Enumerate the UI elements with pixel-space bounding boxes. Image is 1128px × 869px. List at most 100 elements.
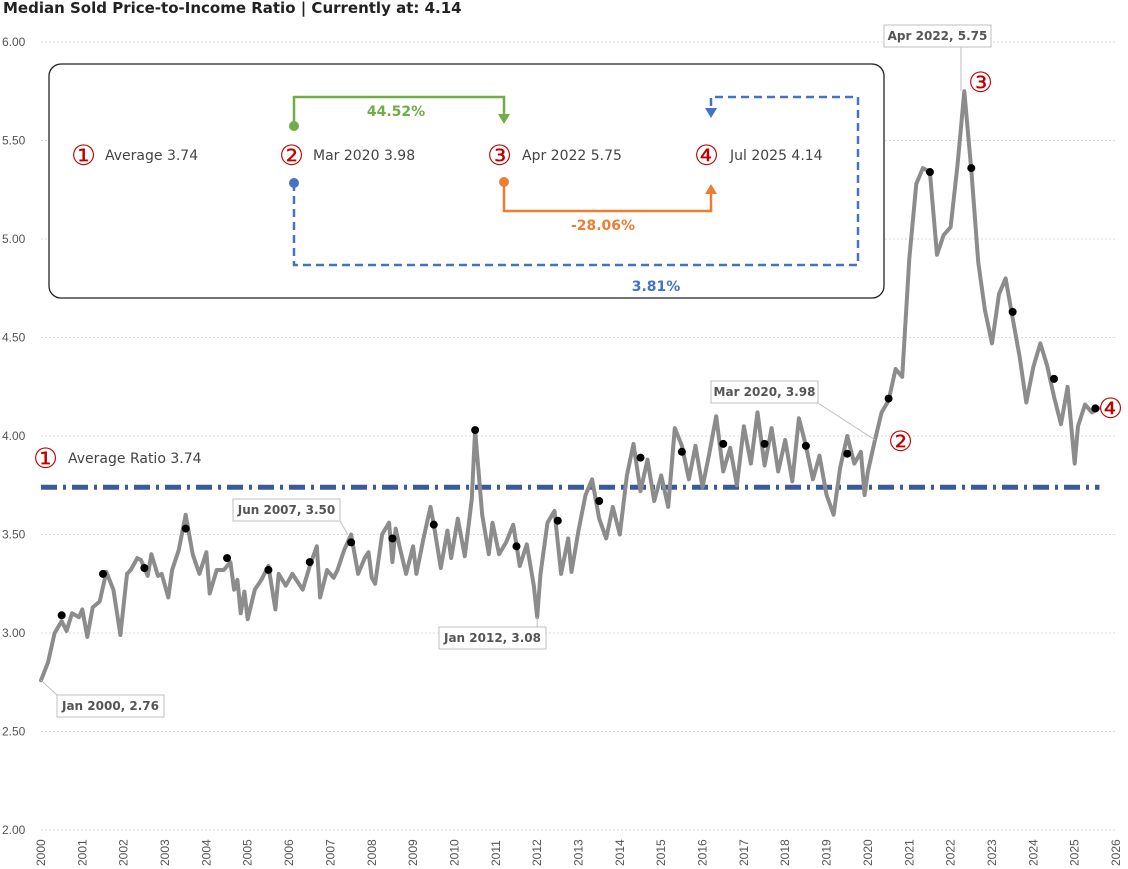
chart-title: Median Sold Price-to-Income Ratio | Curr…: [3, 0, 462, 18]
data-point: [181, 524, 190, 533]
point-4-symbol: ④: [1098, 392, 1123, 425]
callout: Apr 2022, 5.75: [883, 24, 992, 92]
y-tick-label: 2.00: [2, 823, 26, 837]
y-tick-label: 4.00: [2, 429, 26, 443]
x-tick-label: 2003: [158, 839, 172, 866]
change-2-to-4-label: 3.81%: [632, 279, 681, 295]
data-point: [760, 439, 769, 448]
data-point: [925, 168, 934, 177]
data-point: [99, 569, 108, 578]
callout-text: Jan 2012, 3.08: [443, 631, 541, 645]
data-point: [223, 554, 232, 563]
change-2-to-4-connector: [289, 95, 860, 267]
data-point: [429, 520, 438, 529]
callout-leader: [817, 402, 876, 441]
panel-item-3-text: Apr 2022 5.75: [522, 148, 622, 164]
callout-box: [438, 626, 547, 650]
callout-box: [883, 24, 992, 48]
x-tick-label: 2006: [282, 839, 296, 866]
x-tick-label: 2013: [572, 839, 586, 866]
callout-text: Jan 2000, 2.76: [61, 699, 159, 713]
data-point: [884, 394, 893, 403]
x-tick-label: 2009: [406, 839, 420, 866]
data-point: [801, 441, 810, 450]
panel-item-4-symbol: ④: [694, 139, 719, 172]
x-tick-label: 2001: [75, 839, 89, 866]
x-tick-label: 2004: [199, 839, 213, 866]
callout-text: Jun 2007, 3.50: [237, 503, 335, 517]
panel-item-1-text: Average 3.74: [105, 148, 198, 164]
average-symbol: ①: [33, 442, 58, 475]
data-markers: [57, 164, 1100, 620]
callout-leader: [40, 679, 58, 696]
summary-panel: ① Average 3.74 ② Mar 2020 3.98 ③ Apr 202…: [48, 63, 885, 299]
data-point: [140, 563, 149, 572]
data-point: [1008, 307, 1017, 316]
x-tick-label: 2007: [323, 839, 337, 866]
data-point: [512, 542, 521, 551]
callout-labels: Jan 2000, 2.76 Jun 2007, 3.50 Jan 2012, 3.…: [40, 24, 992, 718]
y-tick-label: 4.50: [2, 331, 26, 345]
change-2-to-3-connector: [289, 95, 510, 131]
point-3-symbol: ③: [968, 66, 993, 99]
callout-box: [56, 694, 165, 718]
x-tick-label: 2021: [902, 839, 916, 866]
callout: Jun 2007, 3.50: [232, 498, 349, 535]
callout: Jan 2012, 3.08: [438, 617, 547, 650]
x-tick-label: 2017: [737, 839, 751, 866]
data-point: [636, 453, 645, 462]
y-tick-label: 2.50: [2, 725, 26, 739]
callout-box: [232, 498, 341, 522]
panel-item-1-symbol: ①: [71, 139, 96, 172]
x-tick-label: 2012: [530, 839, 544, 866]
callout-text: Mar 2020, 3.98: [714, 385, 816, 399]
data-point: [843, 449, 852, 458]
change-3-to-4-label: -28.06%: [571, 218, 635, 234]
callout-box: [710, 380, 819, 404]
x-tick-label: 2002: [117, 839, 131, 866]
x-tick-label: 2025: [1068, 839, 1082, 866]
data-point: [967, 164, 976, 173]
x-tick-label: 2016: [696, 839, 710, 866]
data-point: [1091, 404, 1100, 413]
x-tick-label: 2015: [654, 839, 668, 866]
data-point: [264, 565, 273, 574]
callout: Mar 2020, 3.98: [710, 380, 876, 441]
y-axis-ticks: 2.00 2.50 3.00 3.50 4.00 4.50 5.00 5.50 6.00: [2, 35, 26, 837]
callout: Jan 2000, 2.76: [40, 679, 165, 718]
x-tick-label: 2011: [489, 840, 503, 866]
summary-panel-box: [48, 63, 885, 299]
x-tick-label: 2018: [778, 839, 792, 866]
x-tick-label: 2014: [613, 839, 627, 866]
panel-item-2-text: Mar 2020 3.98: [313, 148, 415, 164]
y-tick-label: 3.00: [2, 626, 26, 640]
average-label: Average Ratio 3.74: [68, 451, 202, 467]
data-point: [595, 497, 604, 506]
x-tick-label: 2005: [241, 839, 255, 866]
y-tick-label: 6.00: [2, 35, 26, 49]
data-point: [1049, 374, 1058, 383]
series-line: [39, 89, 1101, 683]
y-tick-label: 5.50: [2, 134, 26, 148]
data-point: [305, 558, 314, 567]
x-tick-label: 2022: [944, 839, 958, 866]
callout-text: Apr 2022, 5.75: [888, 29, 988, 43]
callout-leader: [339, 520, 349, 535]
panel-item-3-symbol: ③: [487, 139, 512, 172]
data-point: [471, 426, 480, 435]
x-tick-label: 2008: [365, 839, 379, 866]
x-tick-label: 2023: [985, 839, 999, 866]
x-tick-label: 2026: [1109, 839, 1123, 866]
data-point: [677, 447, 686, 456]
data-point: [553, 516, 562, 525]
change-3-to-4-connector: [499, 177, 717, 213]
data-point: [347, 538, 356, 547]
point-2-symbol: ②: [888, 425, 913, 458]
y-tick-label: 3.50: [2, 528, 26, 542]
x-tick-label: 2020: [861, 839, 875, 866]
x-tick-label: 2000: [34, 839, 48, 866]
data-point: [719, 439, 728, 448]
data-point: [388, 534, 397, 543]
x-tick-label: 2019: [820, 839, 834, 866]
